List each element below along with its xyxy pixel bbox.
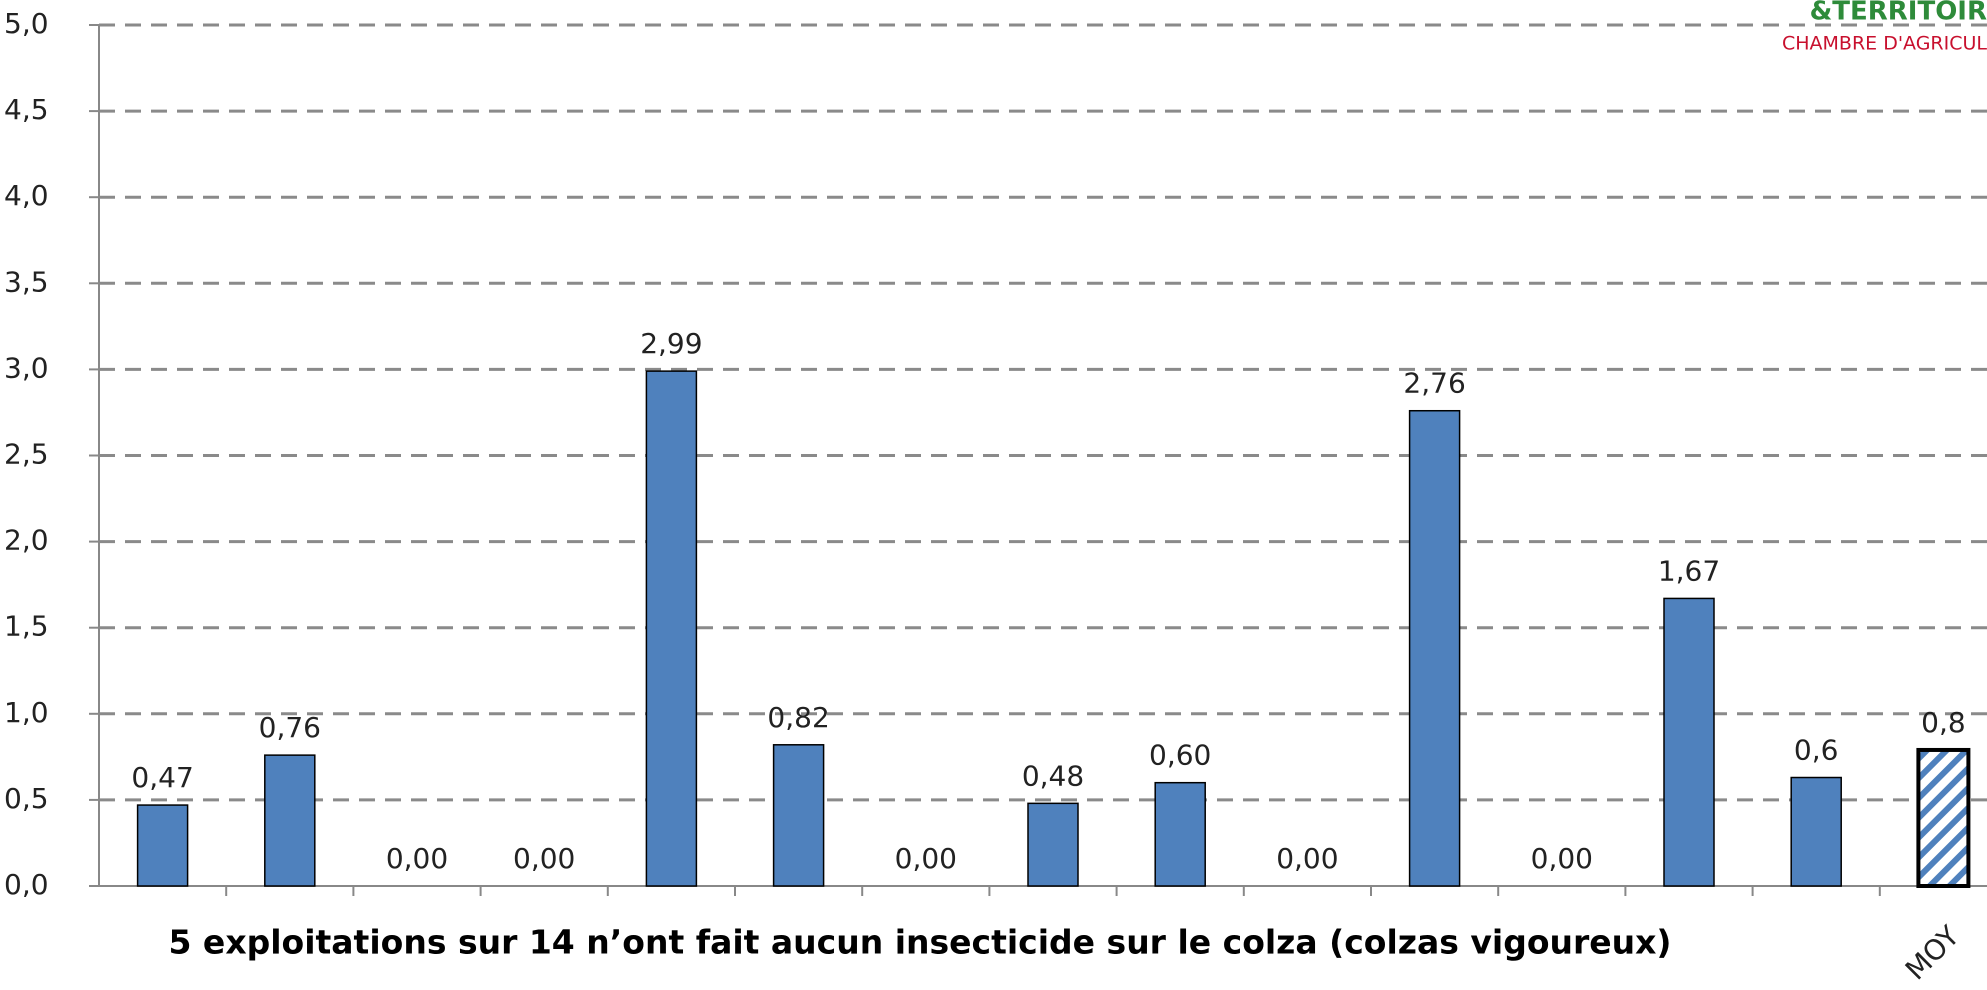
data-label: 0,60 xyxy=(1149,739,1211,772)
x-tick-label: MOY xyxy=(1899,919,1967,987)
data-label: 0,48 xyxy=(1022,759,1084,792)
y-tick-label: 1,0 xyxy=(4,696,49,729)
y-tick-label: 4,0 xyxy=(4,179,49,212)
logo-text: &TERRITOIR xyxy=(1810,0,1987,27)
data-label: 0,76 xyxy=(259,711,321,744)
y-tick-label: 3,5 xyxy=(4,265,49,298)
data-label: 1,67 xyxy=(1658,554,1720,587)
data-label: 0,00 xyxy=(895,842,957,875)
data-label: 2,76 xyxy=(1403,367,1465,400)
bar xyxy=(1663,597,1715,887)
data-label: 0,00 xyxy=(513,842,575,875)
bar xyxy=(1408,409,1461,887)
bar xyxy=(772,744,825,887)
logo-text: CHAMBRE D'AGRICUL xyxy=(1782,33,1987,55)
y-tick-label: 1,5 xyxy=(4,610,49,643)
data-label: 0,00 xyxy=(1276,842,1338,875)
bar xyxy=(645,370,698,887)
y-tick-label: 0,5 xyxy=(4,782,49,815)
bar xyxy=(264,754,316,887)
bar xyxy=(1916,747,1971,888)
data-label: 0,47 xyxy=(131,761,193,794)
bar xyxy=(1154,781,1206,887)
annotation: 5 exploitations sur 14 n’ont fait aucun … xyxy=(168,923,1671,962)
y-tick-label: 2,5 xyxy=(4,438,49,471)
data-label: 0,8 xyxy=(1921,706,1966,739)
y-tick-label: 5,0 xyxy=(4,7,49,40)
bar xyxy=(1027,802,1079,887)
bar xyxy=(1790,776,1842,887)
data-label: 0,00 xyxy=(386,842,448,875)
data-label: 0,82 xyxy=(767,701,829,734)
data-label: 0,6 xyxy=(1794,734,1839,767)
bar xyxy=(136,804,189,887)
y-tick-label: 0,0 xyxy=(4,868,49,901)
data-label: 0,00 xyxy=(1531,842,1593,875)
data-label: 2,99 xyxy=(640,327,702,360)
y-tick-label: 2,0 xyxy=(4,524,49,557)
y-tick-label: 3,0 xyxy=(4,351,49,384)
y-tick-label: 4,5 xyxy=(4,93,49,126)
